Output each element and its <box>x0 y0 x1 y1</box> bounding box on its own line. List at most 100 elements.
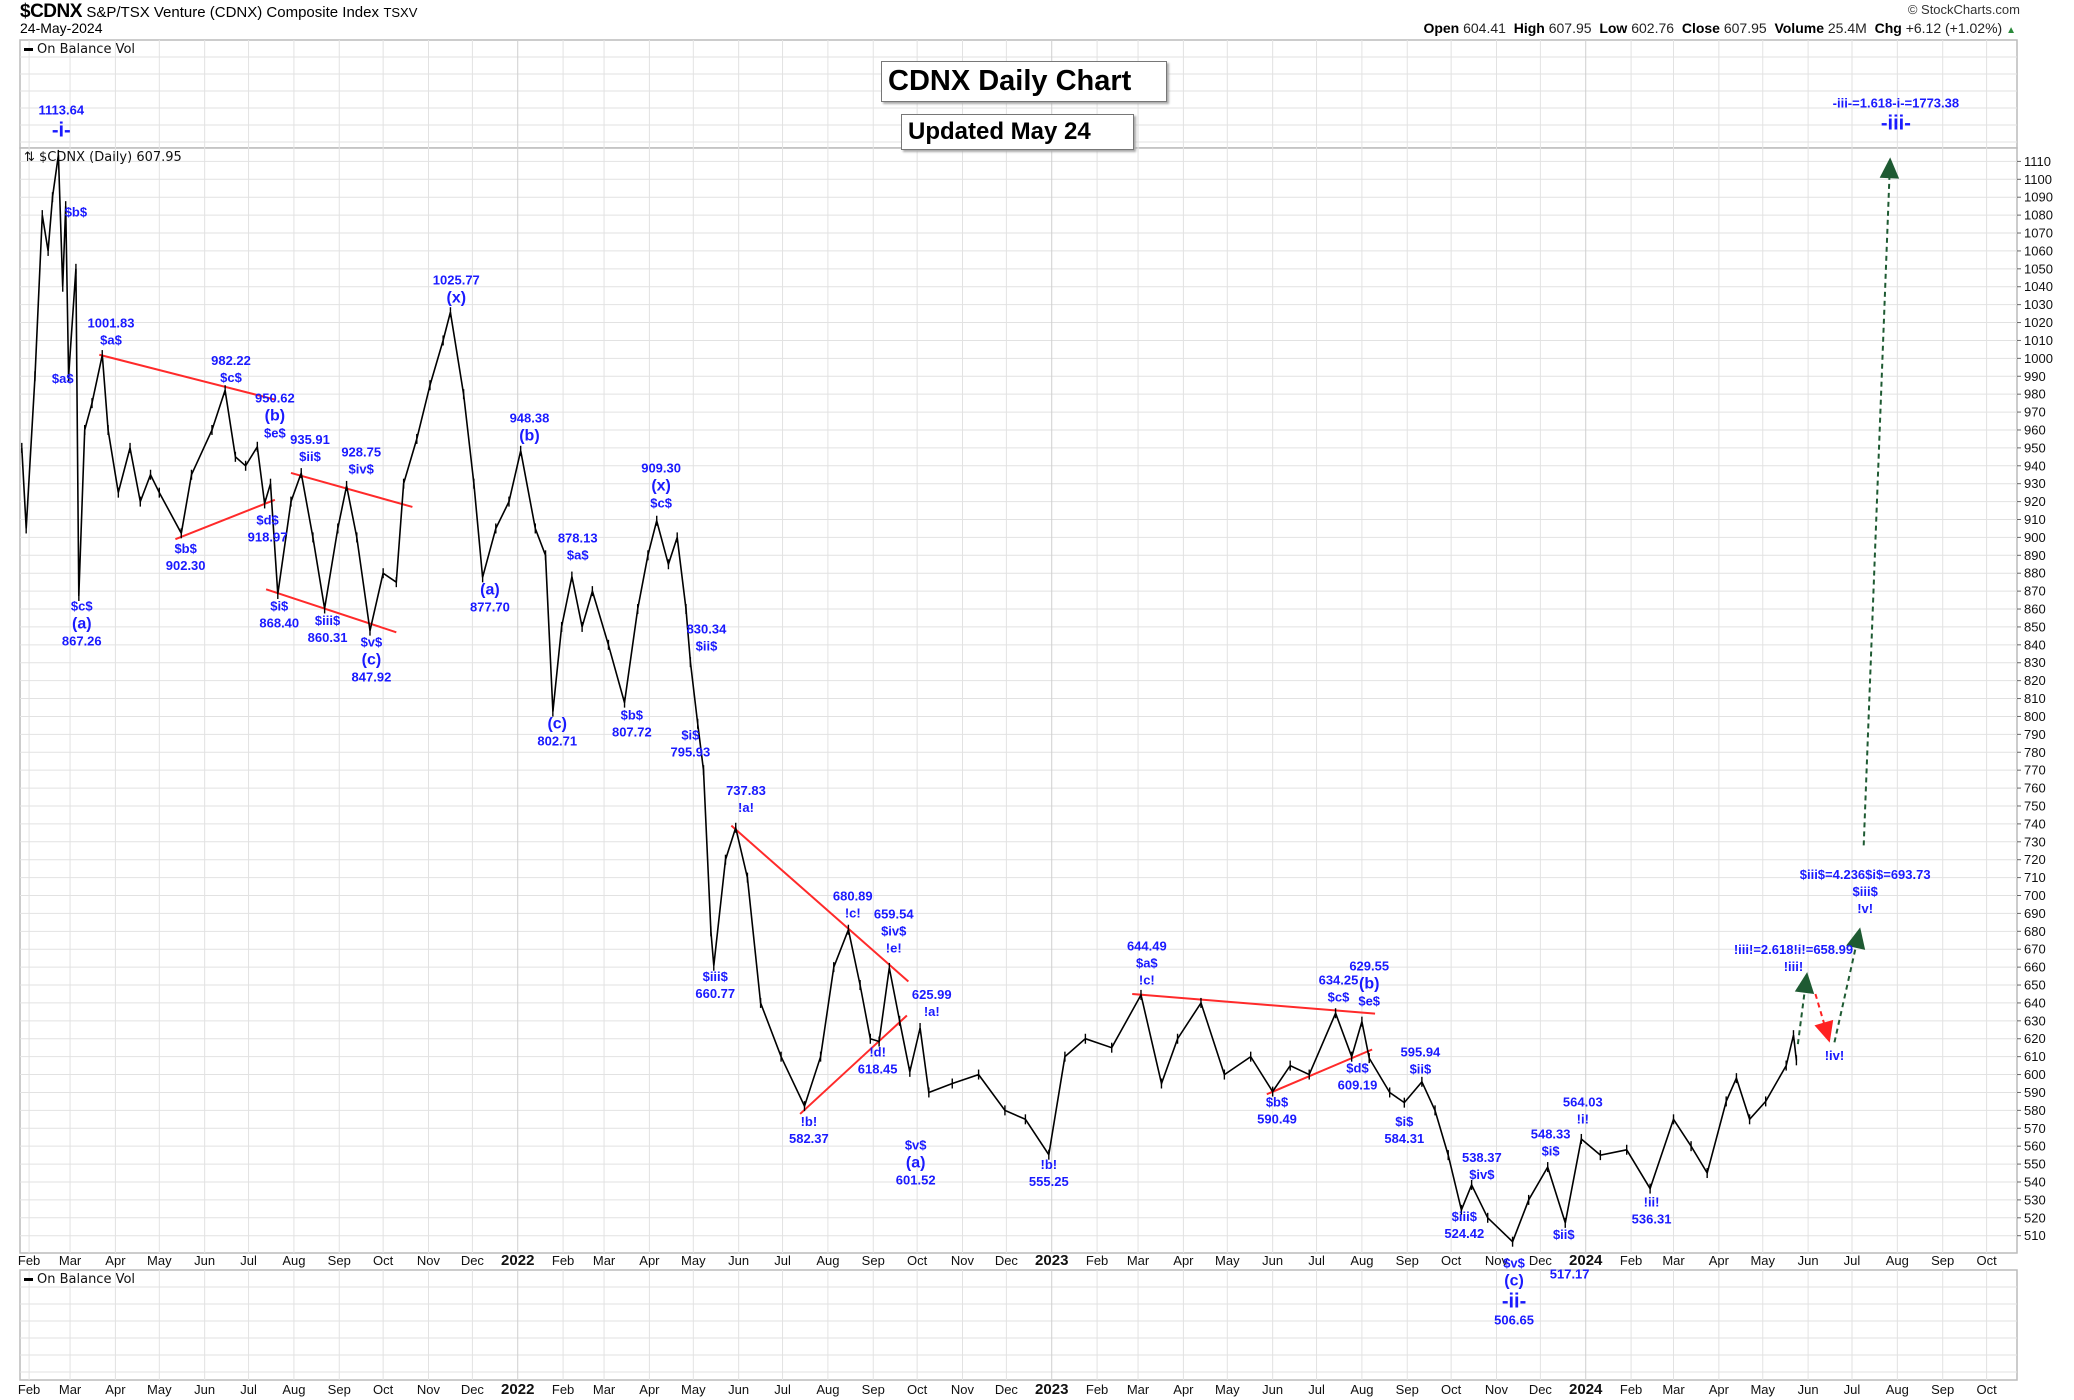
wave-label-line: $iii$ <box>1452 1209 1478 1224</box>
y-tick-label: 1110 <box>2024 154 2051 169</box>
x-tick-label: May <box>681 1382 706 1397</box>
wave-label-line: !i! <box>1577 1111 1589 1126</box>
wave-label-line: $ii$ <box>1553 1227 1575 1242</box>
wave-label-line: 590.49 <box>1257 1111 1297 1126</box>
wave-label-line: $v$ <box>361 634 383 649</box>
wave-label-line: 555.25 <box>1029 1174 1069 1189</box>
y-tick-label: 1080 <box>2024 208 2053 223</box>
y-tick-label: 510 <box>2024 1228 2046 1243</box>
wave-label-line: 517.17 <box>1550 1266 1590 1281</box>
wave-label-line: $b$ <box>621 708 644 723</box>
wave-label-line: !ii! <box>1644 1195 1660 1210</box>
wave-label-line: $iii$ <box>315 613 341 628</box>
wave-label-line: !c! <box>1139 973 1155 988</box>
x-tick-label: Apr <box>639 1382 660 1397</box>
x-tick-label: Feb <box>1086 1382 1108 1397</box>
wave-label-line: $c$ <box>220 370 242 385</box>
wave-label-line: 582.37 <box>789 1131 829 1146</box>
wave-label: 878.13 $a$ <box>558 530 598 562</box>
x-tick-label: Aug <box>816 1253 839 1268</box>
y-tick-label: 760 <box>2024 781 2046 796</box>
price-panel <box>19 147 2018 1254</box>
wave-label-line: !a! <box>924 1004 940 1019</box>
exchange: TSXV <box>383 5 418 20</box>
wave-label-line: 506.65 <box>1494 1313 1534 1328</box>
wave-label-line: $c$ <box>71 598 93 613</box>
wave-label-line: 847.92 <box>352 669 392 684</box>
x-tick-label: Jul <box>774 1253 791 1268</box>
wave-label: $v$ (a)601.52 <box>896 1137 936 1187</box>
y-tick-label: 610 <box>2024 1049 2046 1064</box>
wave-label-line: 935.91 <box>290 432 330 447</box>
x-tick-label: Mar <box>1662 1253 1685 1268</box>
wave-label: 634.25 $c$ <box>1319 973 1359 1005</box>
wave-label-line: -iii-=1.618-i-=1773.38 <box>1833 95 1959 110</box>
wave-label: 935.91 $ii$ <box>290 432 330 464</box>
x-tick-label: Nov <box>417 1382 441 1397</box>
x-tick-label: 2024 <box>1569 1381 1603 1398</box>
ohlc-readout: Open 604.41 High 607.95 Low 602.76 Close… <box>1423 20 2016 36</box>
x-tick-label: Mar <box>59 1382 82 1397</box>
wave-label: 928.75 $iv$ <box>341 444 381 476</box>
updated-box: Updated May 24 <box>901 114 1134 150</box>
x-tick-label: Dec <box>461 1253 485 1268</box>
y-tick-label: 840 <box>2024 637 2046 652</box>
y-tick-label: 850 <box>2024 619 2046 634</box>
x-tick-label: Aug <box>816 1382 839 1397</box>
open-value: 604.41 <box>1463 20 1506 36</box>
price-line <box>21 154 1798 1244</box>
wave-label-line: $b$ <box>174 541 197 556</box>
y-tick-label: 570 <box>2024 1121 2046 1136</box>
wave-label-line: $c$ <box>650 496 672 511</box>
y-tick-label: 690 <box>2024 906 2046 921</box>
wave-label-line: $i$ <box>681 727 700 742</box>
x-tick-label: 2022 <box>501 1381 534 1398</box>
wave-label-line: $d$ <box>1346 1060 1369 1075</box>
x-tick-label: May <box>1215 1253 1240 1268</box>
x-tick-label: Aug <box>1886 1253 1909 1268</box>
change-label: Chg <box>1874 20 1902 36</box>
wave-label-line: 902.30 <box>166 558 206 573</box>
x-tick-label: Oct <box>907 1253 928 1268</box>
volume-value: 25.4M <box>1827 20 1867 36</box>
wave-label-line: $b$ <box>1266 1094 1289 1109</box>
price-panel-label: ⇅ $CDNX (Daily) 607.95 <box>24 150 182 165</box>
wave-label: 909.30 (x)$c$ <box>641 461 681 511</box>
y-tick-label: 880 <box>2024 566 2046 581</box>
x-tick-label: Apr <box>1173 1382 1194 1397</box>
legend-swatch-icon <box>24 1278 33 1281</box>
y-tick-label: 930 <box>2024 476 2046 491</box>
y-tick-label: 1040 <box>2024 279 2053 294</box>
y-tick-label: 970 <box>2024 405 2046 420</box>
x-tick-label: Jul <box>774 1382 791 1397</box>
y-tick-label: 900 <box>2024 530 2046 545</box>
y-tick-label: 590 <box>2024 1085 2046 1100</box>
x-tick-label: Aug <box>1350 1382 1373 1397</box>
wave-label: -iii-=1.618-i-=1773.38 -iii- <box>1833 95 1959 134</box>
bottom-obv-panel <box>19 1269 2018 1381</box>
wave-label-line: 982.22 <box>211 353 251 368</box>
trendline <box>1266 1048 1373 1096</box>
wave-label-line: !v! <box>1857 901 1873 916</box>
wave-label-line: 629.55 <box>1349 958 1389 973</box>
wave-label: 737.83 !a! <box>726 783 766 815</box>
x-tick-label: Jun <box>728 1382 749 1397</box>
wave-label-line: (c) <box>362 651 382 668</box>
wave-label-line: 595.94 <box>1401 1044 1442 1059</box>
bottom-obv-label: On Balance Vol <box>37 1272 135 1287</box>
y-tick-label: 1050 <box>2024 261 2053 276</box>
trendline <box>99 353 276 401</box>
x-tick-label: Aug <box>282 1382 305 1397</box>
trendline <box>730 824 910 983</box>
wave-label-line: $iv$ <box>1469 1167 1495 1182</box>
x-axis: Feb Feb Mar Mar Apr Apr May May Jun Jun Jul Jul Aug A… <box>18 1252 1997 1398</box>
wave-label: !d! 618.45 <box>858 1044 898 1076</box>
wave-label-line: 536.31 <box>1632 1212 1672 1227</box>
wave-label: $b$ 902.30 <box>166 541 206 573</box>
x-tick-label: Dec <box>995 1253 1019 1268</box>
y-tick-label: 1020 <box>2024 315 2053 330</box>
wave-label: (c)802.71 <box>537 716 577 749</box>
chart-header: $CDNX S&P/TSX Venture (CDNX) Composite I… <box>20 1 417 23</box>
wave-label-line: (b) <box>1359 975 1379 992</box>
wave-label-line: !b! <box>1041 1157 1058 1172</box>
